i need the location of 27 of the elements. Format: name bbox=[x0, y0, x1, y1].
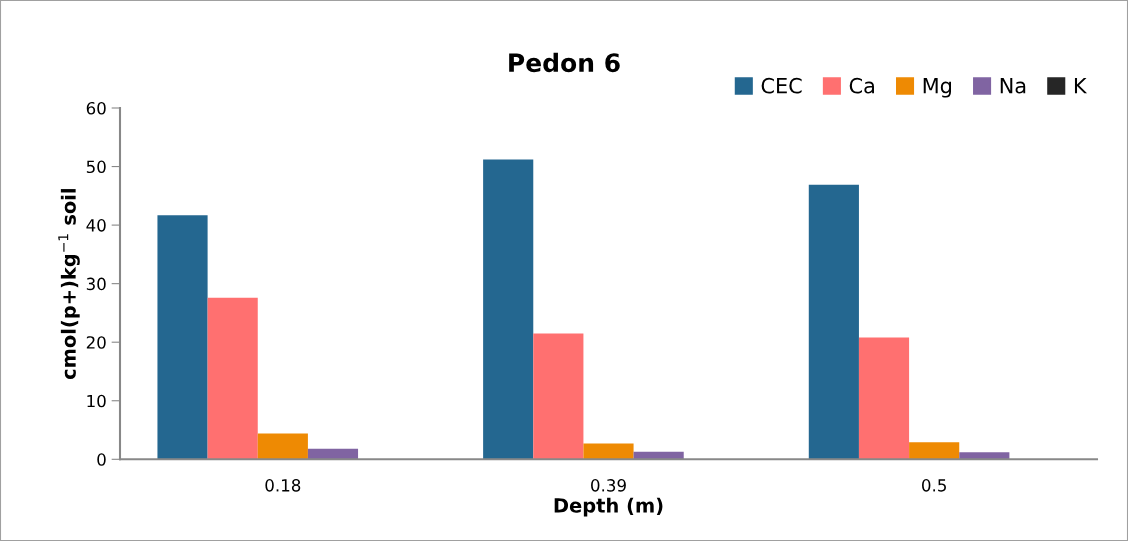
chart-title: Pedon 6 bbox=[509, 52, 620, 73]
y-tick-label: 60 bbox=[86, 101, 106, 115]
legend-label: Mg bbox=[923, 78, 952, 98]
bar bbox=[483, 159, 534, 460]
bar bbox=[207, 297, 258, 460]
y-tick-label: 50 bbox=[86, 160, 106, 174]
x-tick-label: 0.39 bbox=[591, 479, 626, 492]
x-tick-label: 0.5 bbox=[922, 479, 946, 492]
y-tick-label: 20 bbox=[86, 336, 106, 349]
y-tick-label: 30 bbox=[86, 277, 106, 291]
legend-label: K bbox=[1074, 78, 1088, 94]
legend-label: CEC bbox=[761, 77, 802, 94]
bar bbox=[257, 433, 308, 460]
y-axis-title: cmol(p+)kg$^{−1}$ soil bbox=[58, 189, 80, 380]
bar bbox=[858, 337, 910, 460]
bar bbox=[909, 442, 960, 460]
bar bbox=[533, 333, 584, 460]
legend-label: Ca bbox=[849, 77, 874, 94]
bar bbox=[808, 184, 859, 460]
y-tick-label: 40 bbox=[86, 219, 106, 232]
bar bbox=[583, 443, 634, 460]
x-tick-label: 0.18 bbox=[265, 479, 301, 492]
legend-label: Na bbox=[1000, 78, 1026, 94]
x-axis-title: Depth (m) bbox=[554, 497, 663, 517]
y-tick-label: 0 bbox=[97, 453, 106, 466]
bar bbox=[157, 215, 208, 460]
y-tick-label: 10 bbox=[87, 394, 106, 408]
